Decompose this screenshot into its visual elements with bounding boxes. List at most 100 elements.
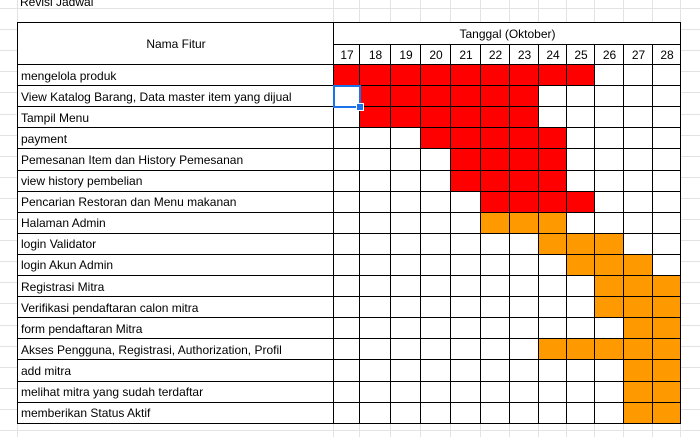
schedule-cell-orange[interactable] xyxy=(652,317,681,340)
schedule-cell-empty[interactable] xyxy=(359,169,391,192)
schedule-cell-red[interactable] xyxy=(480,85,510,108)
schedule-cell-empty[interactable] xyxy=(480,338,510,361)
schedule-cell-empty[interactable] xyxy=(623,127,653,150)
schedule-cell-empty[interactable] xyxy=(594,211,624,234)
schedule-cell-orange[interactable] xyxy=(623,338,653,361)
schedule-cell-orange[interactable] xyxy=(623,401,653,424)
row-label-cell[interactable]: add mitra xyxy=(17,359,334,382)
schedule-cell-empty[interactable] xyxy=(509,401,539,424)
schedule-cell-red[interactable] xyxy=(480,64,510,87)
schedule-cell-red[interactable] xyxy=(509,190,539,213)
schedule-cell-empty[interactable] xyxy=(623,64,653,87)
schedule-cell-empty[interactable] xyxy=(390,317,421,340)
schedule-cell-empty[interactable] xyxy=(390,190,421,213)
row-label-cell[interactable]: login Akun Admin xyxy=(17,253,334,276)
schedule-cell-empty[interactable] xyxy=(566,296,595,319)
schedule-cell-empty[interactable] xyxy=(359,359,391,382)
schedule-cell-empty[interactable] xyxy=(623,232,653,255)
row-label-cell[interactable]: login Validator xyxy=(17,232,334,255)
schedule-cell-empty[interactable] xyxy=(450,211,481,234)
schedule-cell-empty[interactable] xyxy=(652,211,681,234)
row-label-cell[interactable]: Pemesanan Item dan History Pemesanan xyxy=(17,148,334,171)
schedule-cell-empty[interactable] xyxy=(509,338,539,361)
schedule-cell-empty[interactable] xyxy=(420,169,451,192)
schedule-cell-empty[interactable] xyxy=(594,169,624,192)
schedule-cell-empty[interactable] xyxy=(420,275,451,298)
schedule-cell-empty[interactable] xyxy=(450,253,481,276)
schedule-cell-empty[interactable] xyxy=(566,85,595,108)
fill-handle[interactable] xyxy=(356,103,364,112)
schedule-cell-red[interactable] xyxy=(480,148,510,171)
schedule-cell-empty[interactable] xyxy=(359,211,391,234)
row-label-cell[interactable]: Pencarian Restoran dan Menu makanan xyxy=(17,190,334,213)
schedule-cell-empty[interactable] xyxy=(480,380,510,403)
schedule-cell-empty[interactable] xyxy=(450,401,481,424)
schedule-cell-empty[interactable] xyxy=(450,380,481,403)
schedule-cell-empty[interactable] xyxy=(359,148,391,171)
schedule-cell-empty[interactable] xyxy=(450,232,481,255)
schedule-cell-empty[interactable] xyxy=(538,253,567,276)
schedule-cell-orange[interactable] xyxy=(623,296,653,319)
schedule-cell-red[interactable] xyxy=(538,169,567,192)
schedule-cell-empty[interactable] xyxy=(333,296,360,319)
schedule-cell-empty[interactable] xyxy=(450,296,481,319)
schedule-cell-red[interactable] xyxy=(480,169,510,192)
schedule-cell-empty[interactable] xyxy=(538,359,567,382)
schedule-cell-empty[interactable] xyxy=(333,211,360,234)
schedule-cell-empty[interactable] xyxy=(652,127,681,150)
sheet-title[interactable]: Revisi Jadwal xyxy=(20,0,94,9)
date-header-22[interactable]: 22 xyxy=(480,44,510,65)
schedule-cell-empty[interactable] xyxy=(390,296,421,319)
schedule-cell-empty[interactable] xyxy=(566,401,595,424)
schedule-cell-empty[interactable] xyxy=(420,232,451,255)
schedule-cell-empty[interactable] xyxy=(333,253,360,276)
schedule-cell-empty[interactable] xyxy=(420,190,451,213)
schedule-cell-red[interactable] xyxy=(359,106,391,129)
schedule-cell-empty[interactable] xyxy=(333,359,360,382)
schedule-cell-orange[interactable] xyxy=(566,338,595,361)
schedule-cell-red[interactable] xyxy=(509,85,539,108)
schedule-cell-empty[interactable] xyxy=(652,253,681,276)
schedule-cell-empty[interactable] xyxy=(652,64,681,87)
row-label-cell[interactable]: memberikan Status Aktif xyxy=(17,401,334,424)
row-label-cell[interactable]: view history pembelian xyxy=(17,169,334,192)
schedule-cell-orange[interactable] xyxy=(652,275,681,298)
schedule-cell-empty[interactable] xyxy=(509,317,539,340)
schedule-cell-empty[interactable] xyxy=(359,232,391,255)
schedule-cell-empty[interactable] xyxy=(333,127,360,150)
schedule-cell-empty[interactable] xyxy=(623,106,653,129)
date-header-17[interactable]: 17 xyxy=(333,44,360,65)
row-label-cell[interactable]: Tampil Menu xyxy=(17,106,334,129)
row-label-cell[interactable]: Halaman Admin xyxy=(17,211,334,234)
date-header-18[interactable]: 18 xyxy=(359,44,391,65)
schedule-cell-orange[interactable] xyxy=(623,253,653,276)
schedule-cell-empty[interactable] xyxy=(359,296,391,319)
date-header-21[interactable]: 21 xyxy=(450,44,481,65)
row-label-cell[interactable]: payment xyxy=(17,127,334,150)
schedule-cell-red[interactable] xyxy=(538,64,567,87)
schedule-cell-orange[interactable] xyxy=(594,232,624,255)
schedule-cell-orange[interactable] xyxy=(623,380,653,403)
schedule-cell-empty[interactable] xyxy=(594,64,624,87)
date-header-24[interactable]: 24 xyxy=(538,44,567,65)
schedule-cell-empty[interactable] xyxy=(652,232,681,255)
schedule-cell-empty[interactable] xyxy=(450,338,481,361)
schedule-cell-red[interactable] xyxy=(450,106,481,129)
schedule-cell-empty[interactable] xyxy=(594,359,624,382)
schedule-cell-orange[interactable] xyxy=(623,275,653,298)
schedule-cell-empty[interactable] xyxy=(623,169,653,192)
schedule-cell-orange[interactable] xyxy=(594,338,624,361)
schedule-cell-red[interactable] xyxy=(509,127,539,150)
schedule-cell-empty[interactable] xyxy=(623,190,653,213)
schedule-cell-empty[interactable] xyxy=(390,253,421,276)
schedule-cell-empty[interactable] xyxy=(390,127,421,150)
schedule-cell-red[interactable] xyxy=(450,64,481,87)
schedule-cell-empty[interactable] xyxy=(623,211,653,234)
schedule-cell-empty[interactable] xyxy=(420,401,451,424)
header-nama-fitur[interactable]: Nama Fitur xyxy=(17,22,334,65)
schedule-cell-empty[interactable] xyxy=(566,106,595,129)
schedule-cell-empty[interactable] xyxy=(652,106,681,129)
schedule-cell-orange[interactable] xyxy=(594,296,624,319)
schedule-cell-empty[interactable] xyxy=(390,211,421,234)
schedule-cell-empty[interactable] xyxy=(333,338,360,361)
